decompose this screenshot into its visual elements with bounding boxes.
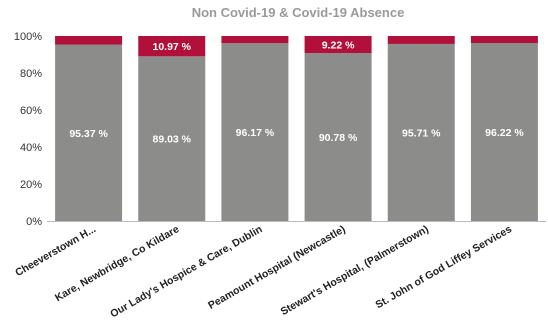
- y-tick-label: 60%: [20, 105, 42, 117]
- data-label: 90.78 %: [319, 132, 358, 144]
- y-tick-label: 40%: [20, 142, 42, 154]
- x-tick-label: Stewart's Hospital, (Palmerstown): [279, 223, 431, 318]
- bar-segment: [304, 53, 372, 221]
- data-label: 96.17 %: [236, 127, 275, 139]
- x-tick-label: Cheeverstown H...: [13, 223, 98, 279]
- bar-segment: [387, 36, 455, 44]
- bar-segment: [304, 36, 372, 54]
- bar-segment: [55, 44, 123, 222]
- x-tick-label: Peamount Hospital (Newcastle): [206, 223, 347, 312]
- y-tick-label: 80%: [20, 68, 42, 80]
- bar-segment: [138, 36, 206, 57]
- data-label: 10.97 %: [152, 41, 191, 53]
- data-label: 95.37 %: [69, 128, 108, 140]
- y-tick-label: 20%: [20, 179, 42, 191]
- data-label: 96.22 %: [485, 127, 524, 139]
- bar-segment: [470, 36, 538, 43]
- bar-segment: [470, 42, 538, 222]
- bar-segment: [55, 36, 123, 45]
- data-label: 9.22 %: [322, 40, 355, 52]
- bars: 95.37 % 89.03 % 10.97 % 96.17 % 90.78 % 9.22 …: [55, 36, 538, 222]
- bar-segment: [387, 43, 455, 222]
- x-axis: Cheeverstown H...Kare, Newbridge, Co Kil…: [13, 221, 546, 320]
- y-axis: 0% 20% 40% 60% 80% 100%: [14, 31, 42, 228]
- chart-title: Non Covid-19 & Covid-19 Absence: [192, 5, 405, 20]
- data-label: 89.03 %: [152, 134, 191, 146]
- x-tick-label: St. John of God Liffey Services: [374, 223, 515, 311]
- bar-segment: [138, 56, 206, 222]
- x-tick-label: Our Lady's Hospice & Care, Dublin: [108, 223, 264, 320]
- y-tick-label: 0%: [26, 216, 42, 228]
- bar-segment: [221, 36, 289, 44]
- bar-segment: [221, 43, 289, 222]
- y-tick-label: 100%: [14, 31, 42, 43]
- data-label: 95.71 %: [402, 127, 441, 139]
